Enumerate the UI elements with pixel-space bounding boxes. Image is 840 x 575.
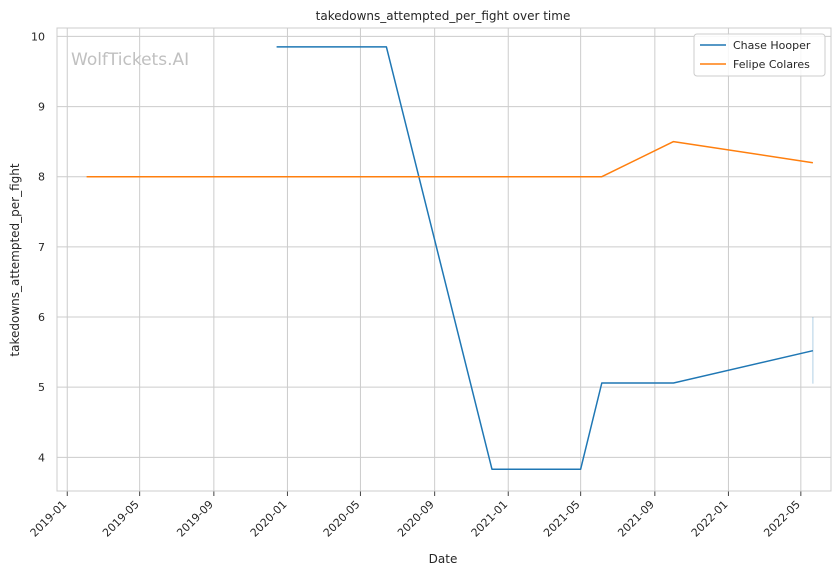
series-lines — [86, 46, 814, 471]
y-tick-label: 8 — [38, 171, 45, 184]
x-tick-label: 2022-05 — [761, 498, 803, 540]
x-tick-label: 2019-01 — [28, 498, 70, 540]
legend-label-chase-hooper: Chase Hooper — [733, 39, 811, 52]
plot-frame — [56, 27, 832, 492]
x-tick-label: 2022-01 — [689, 498, 731, 540]
x-tick-label: 2020-09 — [395, 498, 437, 540]
y-tick-label: 9 — [38, 101, 45, 114]
y-tick-label: 5 — [38, 381, 45, 394]
y-axis-label: takedowns_attempted_per_fight — [8, 163, 22, 356]
grid — [57, 28, 831, 491]
legend-label-felipe-colares: Felipe Colares — [733, 58, 810, 71]
x-tick-label: 2019-05 — [100, 498, 142, 540]
x-tick-label: 2021-09 — [615, 498, 657, 540]
y-tick-label: 7 — [38, 241, 45, 254]
x-tick-label: 2021-01 — [469, 498, 511, 540]
series-line-felipe-colares — [86, 140, 814, 178]
x-axis-label: Date — [429, 552, 458, 566]
legend: Chase Hooper Felipe Colares — [693, 33, 826, 77]
y-tick-label: 4 — [38, 451, 45, 464]
y-axis-ticks: 4 5 6 7 8 9 10 — [31, 30, 45, 464]
chart-title: takedowns_attempted_per_fight over time — [316, 9, 571, 23]
x-tick-label: 2021-05 — [541, 498, 583, 540]
watermark: WolfTickets.AI — [71, 50, 189, 70]
x-axis-ticks: 2019-01 2019-05 2019-09 2020-01 2020-05 2020-… — [28, 491, 803, 540]
x-tick-label: 2019-09 — [174, 498, 216, 540]
y-tick-label: 6 — [38, 311, 45, 324]
x-tick-label: 2020-01 — [248, 498, 290, 540]
legend-box — [693, 33, 826, 77]
x-tick-label: 2020-05 — [321, 498, 363, 540]
y-tick-label: 10 — [31, 30, 45, 43]
series-line-chase-hooper — [276, 46, 814, 471]
